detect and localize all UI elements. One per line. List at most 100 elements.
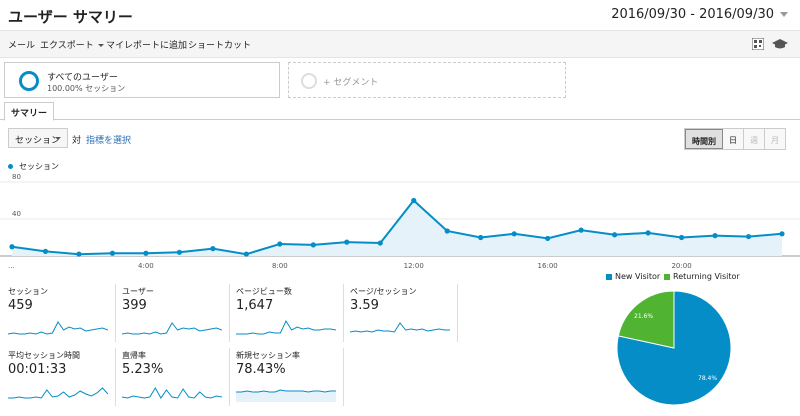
data-point[interactable] [76,251,82,257]
data-point[interactable] [9,244,15,250]
scorecard-label: セッション [8,287,48,296]
page-title: ユーザー サマリー [8,8,133,26]
graduation-cap-icon[interactable] [772,38,788,50]
data-point[interactable] [344,239,350,245]
scorecard[interactable]: セッション 459 [4,284,116,342]
scorecard[interactable]: ユーザー 399 [118,284,230,342]
chevron-down-icon [97,44,104,47]
scorecard-value: 5.23% [122,362,164,377]
data-point[interactable] [612,232,618,238]
segment-all-users[interactable]: すべてのユーザー 100.00% セッション [4,62,280,98]
segment-name: すべてのユーザー [47,73,118,83]
select-metric-link[interactable]: 指標を選択 [86,136,132,146]
add-segment-label: + セグメント [323,78,379,88]
date-range-selector[interactable]: 2016/09/30 - 2016/09/30 [611,4,788,24]
chart-legend: セッション [8,161,59,172]
sparkline-line [236,319,336,335]
granularity-week-button[interactable]: 週 [744,129,765,149]
data-point[interactable] [210,246,216,252]
x-tick-label: 12:00 [404,262,424,270]
tab-bar: サマリー [0,100,800,121]
sessions-line [11,199,783,256]
x-tick-label: ... [8,262,15,270]
scorecard-value: 3.59 [350,298,379,313]
qr-code-icon[interactable] [752,38,764,50]
add-segment-button[interactable]: + セグメント [288,62,566,98]
sparkline [122,387,222,399]
tab-summary[interactable]: サマリー [4,102,55,121]
pie-slice-new-visitor[interactable] [616,290,732,406]
scorecard[interactable]: 平均セッション時間 00:01:33 [4,348,116,406]
vs-label: 対 [72,136,82,146]
scorecard-label: ユーザー [122,287,154,296]
data-point[interactable] [444,228,450,234]
pie-slice-returning-visitor[interactable] [617,290,675,349]
shortcut-button[interactable]: ショートカット [188,41,252,51]
scorecard-label: 直帰率 [122,351,146,360]
data-point[interactable] [645,230,651,236]
data-point[interactable] [745,233,752,240]
sparkline-line [236,389,336,393]
scorecard[interactable]: ページ/セッション 3.59 [346,284,458,342]
x-tick-label: 20:00 [671,262,691,270]
sparkline-line [122,322,222,335]
scorecard[interactable]: ページビュー数 1,647 [232,284,344,342]
data-point[interactable] [411,197,417,204]
data-point[interactable] [779,231,785,237]
date-range-text: 2016/09/30 - 2016/09/30 [611,6,774,22]
data-point[interactable] [712,233,718,239]
sparkline [236,389,336,402]
granularity-hourly-button[interactable]: 時間別 [685,129,723,149]
metric-select-value: セッション [15,136,61,146]
sparkline [8,387,108,399]
pie-label-returning: 21.6% [634,313,653,320]
data-point[interactable] [277,241,283,247]
segment-ring-icon [19,71,39,91]
data-point[interactable] [310,242,316,248]
sessions-line-chart: 80 40... 4:00 8:00 12:00 16:00 20:00 [0,173,800,270]
export-button[interactable]: エクスポート [40,38,104,51]
sparkline-line [350,322,450,333]
scorecard-value: 00:01:33 [8,362,67,377]
sparkline-line [122,387,222,399]
legend-dot-icon [8,164,13,169]
add-to-report-button[interactable]: マイレポートに追加 [106,41,188,51]
scorecard-value: 78.43% [236,362,286,377]
pie-label-new: 78.4% [698,375,717,382]
data-point[interactable] [243,251,249,257]
granularity-month-button[interactable]: 月 [765,129,785,149]
segment-percentage: 100.00% セッション [47,84,126,93]
sparkline [8,321,108,335]
data-point[interactable] [109,250,116,256]
scorecard-value: 1,647 [236,298,274,313]
data-point[interactable] [42,248,49,254]
y-tick-label: 40 [12,210,21,218]
scorecard-value: 459 [8,298,33,313]
visitor-type-pie-chart: 78.4% 21.6% [616,290,732,406]
data-point[interactable] [678,234,685,241]
sparkline-line [8,321,108,335]
scorecard[interactable]: 直帰率 5.23% [118,348,230,406]
sparkline [350,322,450,333]
x-tick-label: 16:00 [538,262,558,270]
granularity-day-button[interactable]: 日 [723,129,744,149]
legend-label: セッション [19,162,59,171]
x-tick-label: 4:00 [138,262,154,270]
data-point[interactable] [143,250,149,256]
scorecard-label: 平均セッション時間 [8,351,80,360]
scorecard-value: 399 [122,298,147,313]
scorecard-label: ページビュー数 [236,287,292,296]
data-point[interactable] [176,249,182,255]
data-point[interactable] [545,235,551,242]
x-tick-label: 8:00 [272,262,288,270]
scorecard-label: 新規セッション率 [236,351,300,360]
scorecard[interactable]: 新規セッション率 78.43% [232,348,344,406]
data-point[interactable] [478,234,484,241]
data-point[interactable] [578,227,584,233]
metric-select[interactable]: セッション [8,128,68,148]
data-point[interactable] [511,231,517,237]
mail-button[interactable]: メール [8,41,36,51]
data-point[interactable] [377,240,383,246]
chevron-down-icon [55,137,61,140]
sessions-area [12,200,782,256]
